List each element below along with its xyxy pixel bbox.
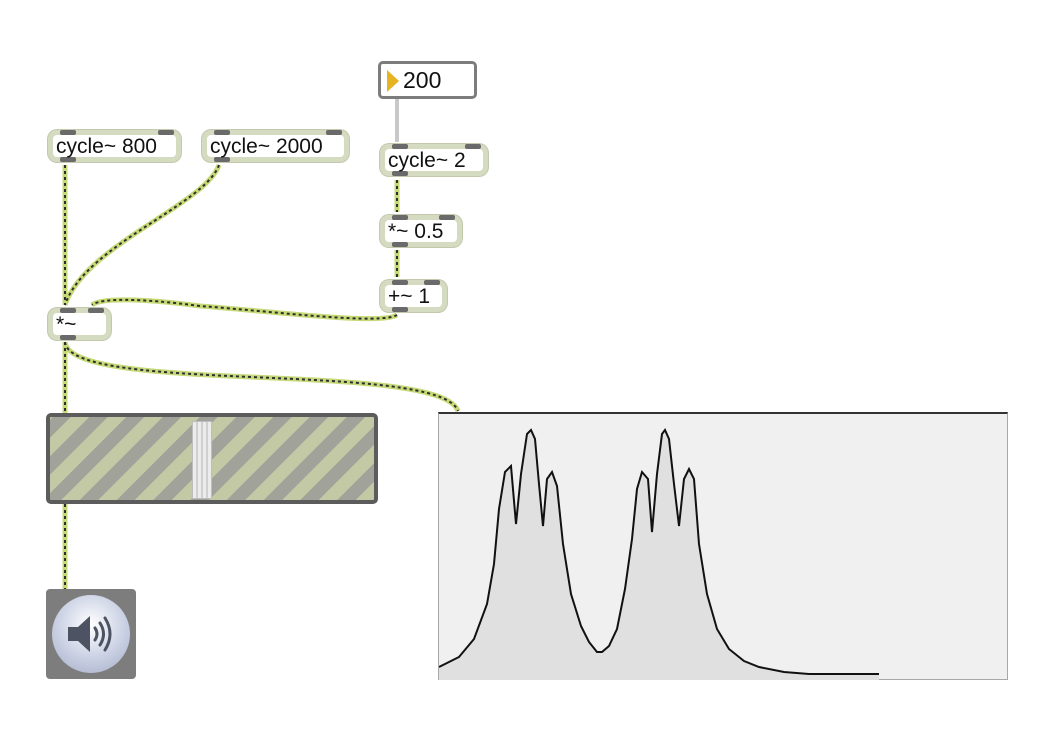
inlet[interactable] — [60, 308, 76, 313]
object-multiply-half[interactable]: *~ 0.5 — [380, 215, 462, 247]
number-box[interactable]: 200 — [378, 61, 477, 99]
inlet[interactable] — [439, 215, 455, 220]
gain-slider-knob[interactable] — [192, 421, 212, 499]
object-cycle-2[interactable]: cycle~ 2 — [380, 144, 488, 176]
signal-cord-group — [62, 163, 461, 589]
object-multiply[interactable]: *~ — [48, 308, 111, 340]
inlet[interactable] — [392, 280, 408, 285]
spectroscope[interactable] — [438, 412, 1008, 680]
ezdac-disc[interactable] — [52, 595, 130, 673]
inlet[interactable] — [392, 144, 408, 149]
inlet[interactable] — [88, 308, 104, 313]
object-cycle-800[interactable]: cycle~ 800 — [48, 130, 181, 162]
spectrum-fill — [439, 430, 879, 680]
number-box-triangle-icon — [387, 70, 399, 92]
inlet[interactable] — [465, 144, 481, 149]
number-box-value[interactable]: 200 — [403, 67, 442, 93]
spectrum-plot — [439, 428, 879, 680]
outlet[interactable] — [392, 307, 408, 312]
object-label: *~ — [56, 313, 77, 336]
object-label: +~ 1 — [388, 285, 431, 308]
ezdac-button[interactable] — [46, 589, 136, 679]
inlet[interactable] — [326, 130, 342, 135]
speaker-icon — [68, 616, 112, 652]
spectrum-line — [439, 428, 879, 675]
inlet[interactable] — [60, 130, 76, 135]
object-label: cycle~ 2000 — [210, 135, 323, 158]
outlet[interactable] — [60, 157, 76, 162]
object-label: cycle~ 800 — [56, 135, 157, 158]
object-label: cycle~ 2 — [388, 149, 466, 172]
outlet[interactable] — [214, 157, 230, 162]
gain-slider[interactable] — [46, 413, 378, 504]
inlet[interactable] — [214, 130, 230, 135]
signal-cord[interactable] — [62, 163, 222, 306]
inlet[interactable] — [424, 280, 440, 285]
inlet[interactable] — [158, 130, 174, 135]
signal-cord[interactable] — [90, 297, 399, 322]
object-cycle-2000[interactable]: cycle~ 2000 — [202, 130, 349, 162]
inlet[interactable] — [392, 215, 408, 220]
object-label: *~ 0.5 — [388, 220, 444, 243]
object-plus-one[interactable]: +~ 1 — [380, 280, 447, 312]
outlet[interactable] — [392, 242, 408, 247]
outlet[interactable] — [60, 335, 76, 340]
outlet[interactable] — [392, 171, 408, 176]
